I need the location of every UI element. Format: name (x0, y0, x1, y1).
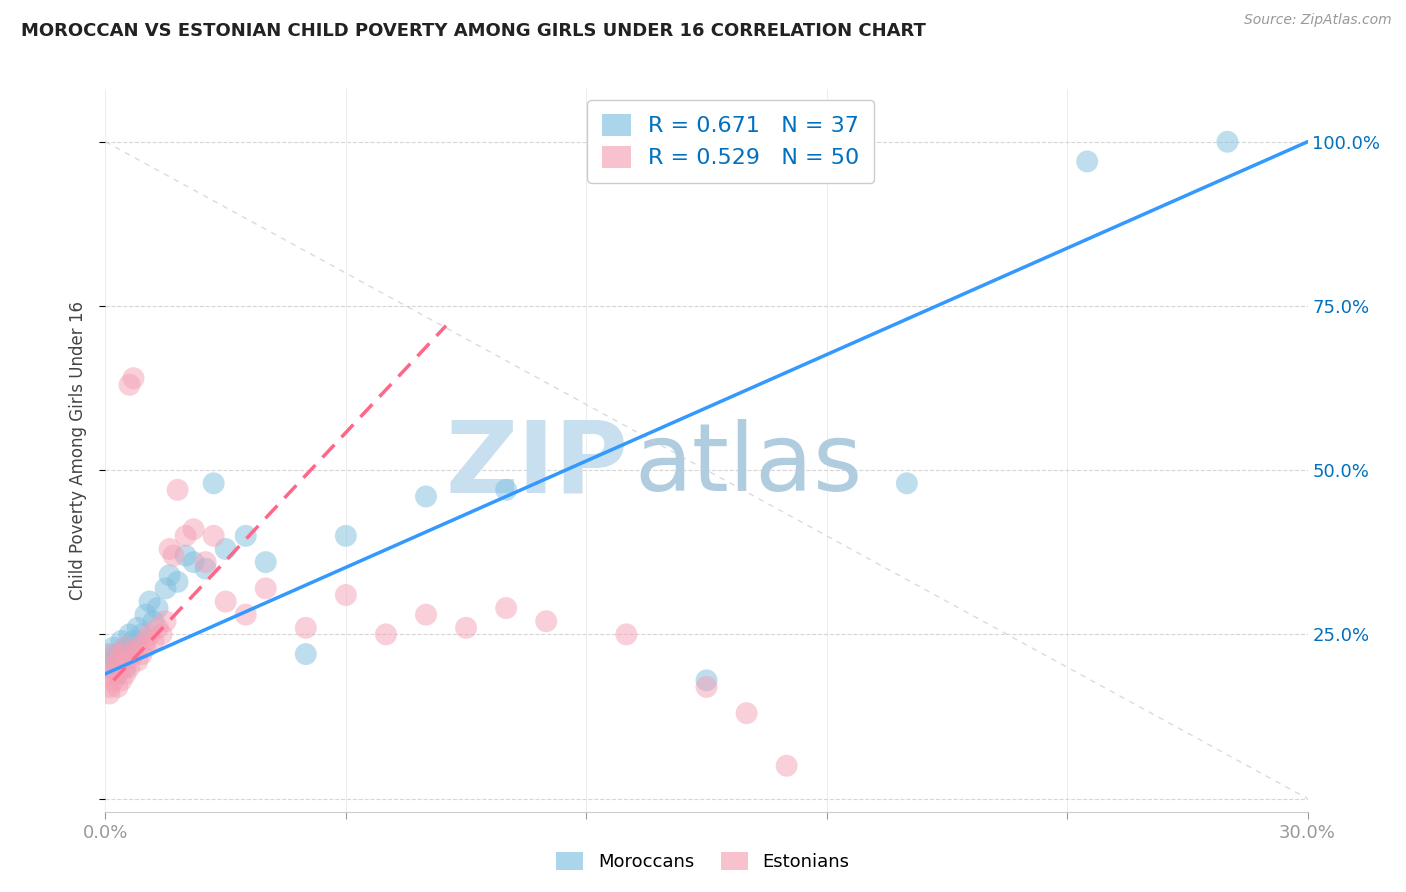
Point (162, 549, 184, 563)
Point (122, 371, 145, 385)
Point (194, 555, 217, 569)
Point (127, 654, 149, 668)
Point (114, 660, 136, 674)
Y-axis label: Child Poverty Among Girls Under 16: Child Poverty Among Girls Under 16 (69, 301, 87, 600)
Point (122, 634, 145, 648)
Point (98, 666, 121, 681)
Point (114, 654, 136, 668)
Point (495, 483, 517, 497)
Point (495, 601, 517, 615)
Point (159, 568, 181, 582)
Point (1076, 154, 1098, 169)
Point (107, 680, 129, 694)
Point (696, 673, 718, 688)
Point (107, 654, 129, 668)
Point (534, 614, 557, 628)
Point (335, 529, 357, 543)
Point (159, 541, 181, 556)
Point (110, 647, 132, 661)
Point (103, 640, 125, 655)
Point (98, 660, 121, 674)
Point (146, 621, 169, 635)
Point (103, 654, 125, 668)
Point (127, 640, 149, 655)
Point (127, 621, 149, 635)
Point (696, 680, 718, 694)
Point (183, 522, 205, 536)
Legend: R = 0.671   N = 37, R = 0.529   N = 50: R = 0.671 N = 37, R = 0.529 N = 50 (588, 100, 873, 183)
Text: atlas: atlas (634, 419, 863, 511)
Point (214, 594, 236, 608)
Point (135, 640, 157, 655)
Point (254, 582, 277, 596)
Point (107, 647, 129, 661)
Point (183, 555, 205, 569)
Point (174, 529, 197, 543)
Point (616, 627, 638, 641)
Point (131, 647, 153, 661)
Point (135, 634, 157, 648)
Point (103, 660, 125, 674)
Point (135, 607, 157, 622)
Point (122, 647, 145, 661)
Point (103, 673, 125, 688)
Point (415, 490, 437, 504)
Point (166, 574, 188, 589)
Point (103, 647, 125, 661)
Point (146, 601, 169, 615)
Point (114, 666, 136, 681)
Point (110, 673, 132, 688)
Point (1216, 135, 1239, 149)
Point (114, 640, 136, 655)
Point (114, 640, 136, 655)
Point (454, 621, 477, 635)
Point (107, 666, 129, 681)
Point (118, 377, 141, 392)
Text: Source: ZipAtlas.com: Source: ZipAtlas.com (1244, 13, 1392, 28)
Point (107, 666, 129, 681)
Point (415, 607, 437, 622)
Point (131, 627, 153, 641)
Point (142, 634, 165, 648)
Point (174, 549, 197, 563)
Point (235, 607, 257, 622)
Point (254, 555, 277, 569)
Legend: Moroccans, Estonians: Moroccans, Estonians (550, 845, 856, 879)
Point (138, 594, 160, 608)
Point (98, 680, 121, 694)
Point (214, 541, 236, 556)
Point (118, 627, 141, 641)
Point (110, 654, 132, 668)
Point (110, 634, 132, 648)
Point (335, 588, 357, 602)
Point (98, 686, 121, 700)
Point (155, 582, 177, 596)
Point (118, 660, 141, 674)
Point (110, 660, 132, 674)
Point (202, 476, 225, 491)
Point (896, 476, 918, 491)
Point (142, 614, 165, 628)
Point (155, 614, 177, 628)
Point (776, 758, 799, 772)
Text: MOROCCAN VS ESTONIAN CHILD POVERTY AMONG GIRLS UNDER 16 CORRELATION CHART: MOROCCAN VS ESTONIAN CHILD POVERTY AMONG… (21, 22, 927, 40)
Point (166, 483, 188, 497)
Point (295, 647, 318, 661)
Point (118, 647, 141, 661)
Point (98, 647, 121, 661)
Point (194, 562, 217, 576)
Point (202, 529, 225, 543)
Point (150, 627, 173, 641)
Point (235, 529, 257, 543)
Point (374, 627, 398, 641)
Point (735, 706, 758, 721)
Point (295, 621, 318, 635)
Point (138, 627, 160, 641)
Text: ZIP: ZIP (446, 417, 628, 514)
